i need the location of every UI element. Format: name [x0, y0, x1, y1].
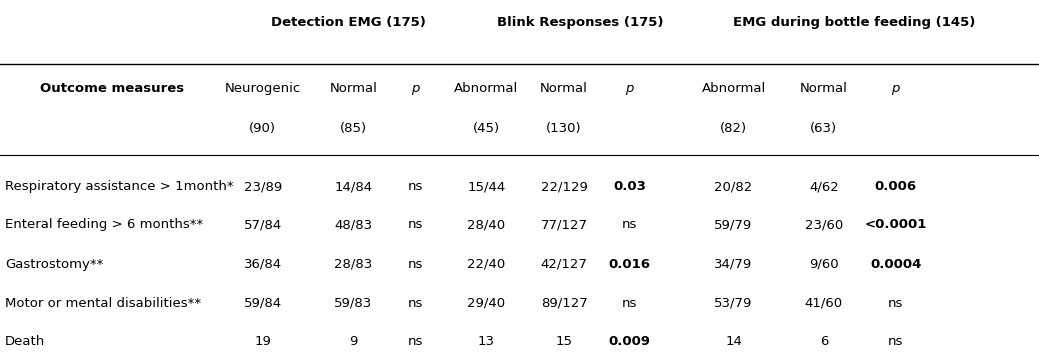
- Text: ns: ns: [888, 335, 903, 348]
- Text: Gastrostomy**: Gastrostomy**: [5, 258, 104, 271]
- Text: 22/40: 22/40: [468, 258, 505, 271]
- Text: 0.009: 0.009: [609, 335, 650, 348]
- Text: Neurogenic: Neurogenic: [224, 82, 301, 95]
- Text: 59/79: 59/79: [715, 219, 752, 231]
- Text: ns: ns: [622, 219, 637, 231]
- Text: ns: ns: [408, 335, 423, 348]
- Text: 4/62: 4/62: [809, 180, 838, 193]
- Text: (82): (82): [720, 122, 747, 135]
- Text: (63): (63): [810, 122, 837, 135]
- Text: 0.016: 0.016: [609, 258, 650, 271]
- Text: p: p: [625, 82, 634, 95]
- Text: 13: 13: [478, 335, 495, 348]
- Text: 36/84: 36/84: [244, 258, 282, 271]
- Text: ns: ns: [408, 258, 423, 271]
- Text: 48/83: 48/83: [335, 219, 372, 231]
- Text: Normal: Normal: [540, 82, 588, 95]
- Text: 28/83: 28/83: [335, 258, 372, 271]
- Text: Enteral feeding > 6 months**: Enteral feeding > 6 months**: [5, 219, 204, 231]
- Text: (90): (90): [249, 122, 276, 135]
- Text: 59/83: 59/83: [335, 297, 372, 310]
- Text: Normal: Normal: [800, 82, 848, 95]
- Text: Outcome measures: Outcome measures: [41, 82, 184, 95]
- Text: ns: ns: [622, 297, 637, 310]
- Text: Death: Death: [5, 335, 46, 348]
- Text: 77/127: 77/127: [540, 219, 588, 231]
- Text: 14: 14: [725, 335, 742, 348]
- Text: Respiratory assistance > 1month*: Respiratory assistance > 1month*: [5, 180, 234, 193]
- Text: 23/89: 23/89: [244, 180, 282, 193]
- Text: p: p: [411, 82, 420, 95]
- Text: 19: 19: [255, 335, 271, 348]
- Text: <0.0001: <0.0001: [864, 219, 927, 231]
- Text: 0.03: 0.03: [613, 180, 646, 193]
- Text: (45): (45): [473, 122, 500, 135]
- Text: ns: ns: [408, 180, 423, 193]
- Text: 29/40: 29/40: [468, 297, 505, 310]
- Text: Normal: Normal: [329, 82, 377, 95]
- Text: 42/127: 42/127: [540, 258, 588, 271]
- Text: 6: 6: [820, 335, 828, 348]
- Text: Abnormal: Abnormal: [701, 82, 766, 95]
- Text: 89/127: 89/127: [541, 297, 587, 310]
- Text: 0.0004: 0.0004: [870, 258, 922, 271]
- Text: 41/60: 41/60: [805, 297, 843, 310]
- Text: 9: 9: [349, 335, 357, 348]
- Text: 15: 15: [556, 335, 572, 348]
- Text: 28/40: 28/40: [468, 219, 505, 231]
- Text: p: p: [891, 82, 900, 95]
- Text: 9/60: 9/60: [809, 258, 838, 271]
- Text: Blink Responses (175): Blink Responses (175): [497, 16, 663, 28]
- Text: 34/79: 34/79: [715, 258, 752, 271]
- Text: 14/84: 14/84: [335, 180, 372, 193]
- Text: 20/82: 20/82: [715, 180, 752, 193]
- Text: 23/60: 23/60: [805, 219, 843, 231]
- Text: 57/84: 57/84: [244, 219, 282, 231]
- Text: EMG during bottle feeding (145): EMG during bottle feeding (145): [732, 16, 976, 28]
- Text: 53/79: 53/79: [715, 297, 752, 310]
- Text: (130): (130): [547, 122, 582, 135]
- Text: (85): (85): [340, 122, 367, 135]
- Text: 22/129: 22/129: [540, 180, 588, 193]
- Text: ns: ns: [408, 219, 423, 231]
- Text: ns: ns: [888, 297, 903, 310]
- Text: Abnormal: Abnormal: [454, 82, 518, 95]
- Text: Detection EMG (175): Detection EMG (175): [270, 16, 426, 28]
- Text: Motor or mental disabilities**: Motor or mental disabilities**: [5, 297, 202, 310]
- Text: 59/84: 59/84: [244, 297, 282, 310]
- Text: ns: ns: [408, 297, 423, 310]
- Text: 15/44: 15/44: [468, 180, 505, 193]
- Text: 0.006: 0.006: [875, 180, 916, 193]
